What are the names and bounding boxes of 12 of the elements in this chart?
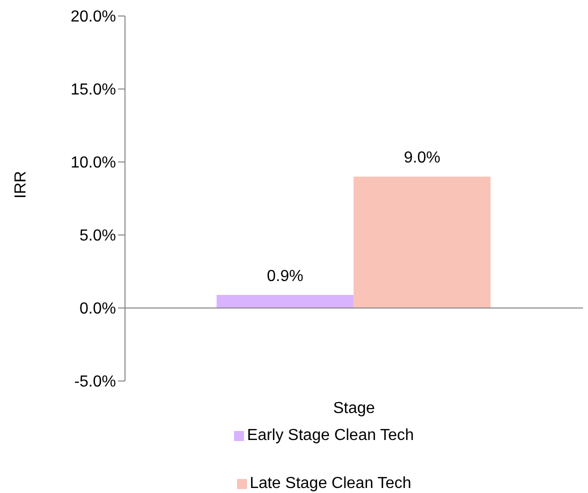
y-tick-label: 5.0%: [80, 228, 116, 245]
data-label: 9.0%: [404, 150, 440, 167]
y-tick-label: 10.0%: [70, 154, 116, 172]
y-tick-label: -5.0%: [74, 374, 116, 391]
y-tick-label: 0.0%: [80, 300, 116, 318]
data-label: 0.9%: [266, 268, 304, 285]
legend-label: Late Stage Clean Tech: [250, 475, 412, 493]
legend-label: Early Stage Clean Tech: [247, 427, 414, 445]
y-tick-label: 15.0%: [70, 82, 116, 99]
x-axis-title: Stage: [333, 400, 376, 417]
y-tick-label: 20.0%: [70, 8, 116, 26]
y-axis-title: IRR: [12, 170, 30, 198]
